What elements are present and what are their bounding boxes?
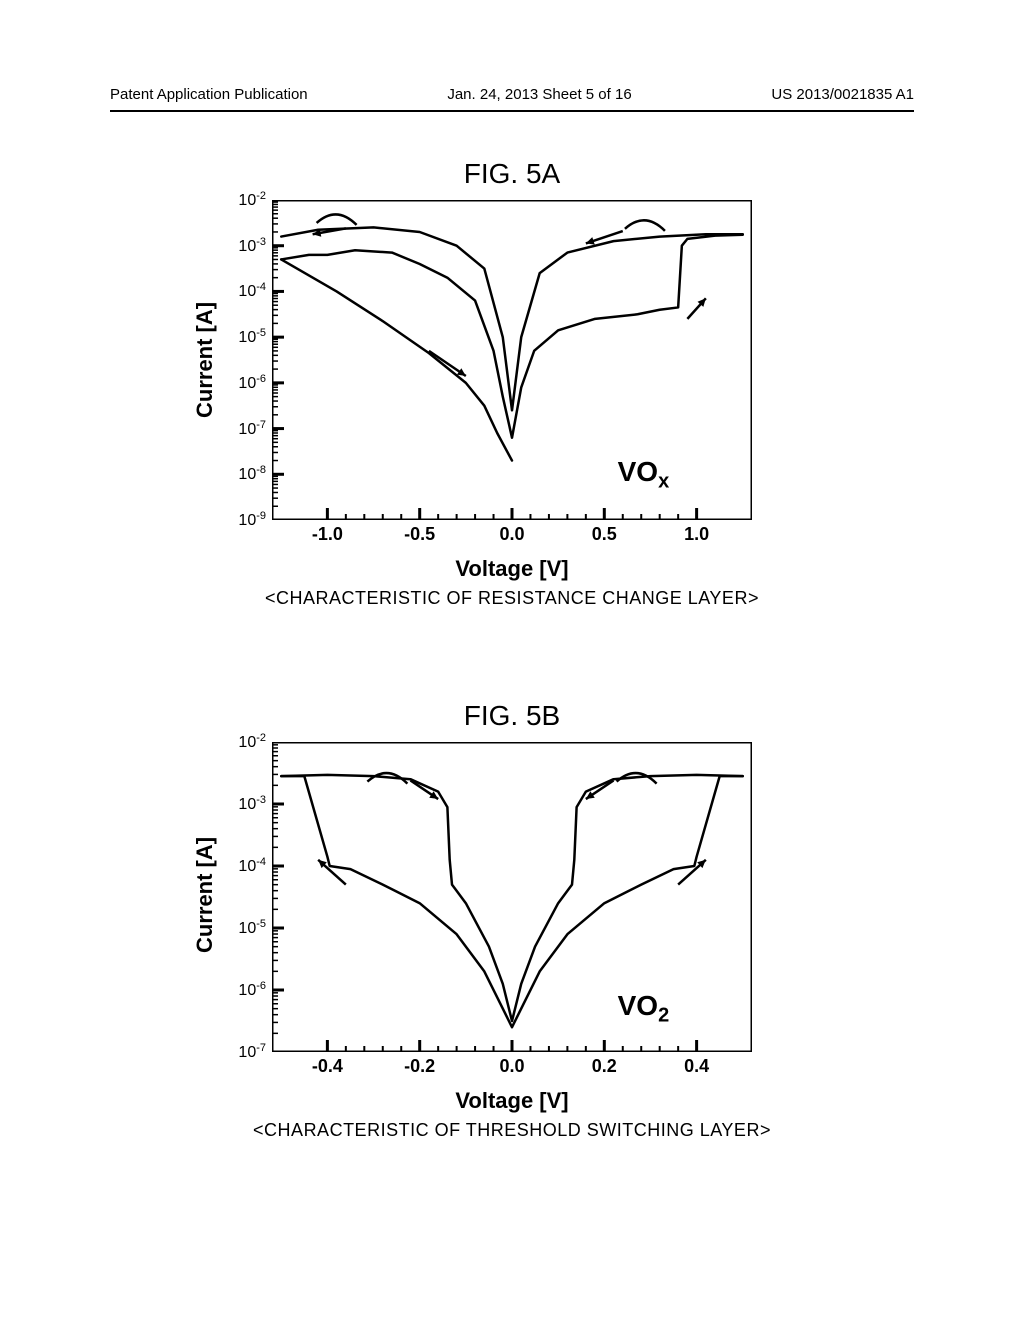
figure-a: FIG. 5A Current [A] -1.0 -0.5 0.0 0.5 1.0 10-2… (0, 158, 1024, 609)
ytick: 10-4 (216, 281, 266, 301)
ytick: 10-8 (216, 464, 266, 484)
xtick: -0.2 (404, 1056, 435, 1077)
ytick: 10-5 (216, 327, 266, 347)
xtick: -0.4 (312, 1056, 343, 1077)
chart-b-caption: <CHARACTERISTIC OF THRESHOLD SWITCHING L… (0, 1120, 1024, 1141)
page-header: Patent Application Publication Jan. 24, … (0, 86, 1024, 103)
xtick: 0.0 (499, 524, 524, 545)
chart-a-xlabel: Voltage [V] (0, 556, 1024, 582)
ytick: 10-9 (216, 510, 266, 530)
ytick: 10-3 (216, 236, 266, 256)
header-right: US 2013/0021835 A1 (771, 86, 914, 103)
header-divider (110, 110, 914, 112)
chart-a-svg (272, 200, 752, 520)
ytick: 10-5 (216, 918, 266, 938)
figure-a-label: FIG. 5A (0, 158, 1024, 190)
material-label-a: VOx (618, 456, 670, 494)
figure-b: FIG. 5B Current [A] -0.4 -0.2 0.0 0.2 0.4 10-2… (0, 700, 1024, 1141)
header-left: Patent Application Publication (110, 86, 308, 103)
xtick: 1.0 (684, 524, 709, 545)
chart-b: Current [A]-0.4-0.20.00.20.410-210-310-4… (272, 742, 752, 1082)
material-label-b: VO2 (618, 990, 670, 1028)
ytick: 10-6 (216, 980, 266, 1000)
ytick: 10-4 (216, 856, 266, 876)
figure-b-label: FIG. 5B (0, 700, 1024, 732)
xtick: 0.0 (499, 1056, 524, 1077)
ytick: 10-7 (216, 418, 266, 438)
xtick: -1.0 (312, 524, 343, 545)
chart-a-ylabel: Current [A] (192, 301, 218, 417)
ytick: 10-3 (216, 794, 266, 814)
chart-b-xlabel: Voltage [V] (0, 1088, 1024, 1114)
ytick: 10-2 (216, 190, 266, 210)
chart-b-svg (272, 742, 752, 1052)
chart-a: Current [A]-1.0-0.50.00.51.010-210-310-4… (272, 200, 752, 550)
xtick: 0.4 (684, 1056, 709, 1077)
xtick: -0.5 (404, 524, 435, 545)
ytick: 10-6 (216, 373, 266, 393)
header-center: Jan. 24, 2013 Sheet 5 of 16 (447, 86, 631, 103)
chart-a-caption: <CHARACTERISTIC OF RESISTANCE CHANGE LAY… (0, 588, 1024, 609)
ytick: 10-7 (216, 1042, 266, 1062)
xtick: 0.2 (592, 1056, 617, 1077)
xtick: 0.5 (592, 524, 617, 545)
chart-b-ylabel: Current [A] (192, 837, 218, 953)
ytick: 10-2 (216, 732, 266, 752)
